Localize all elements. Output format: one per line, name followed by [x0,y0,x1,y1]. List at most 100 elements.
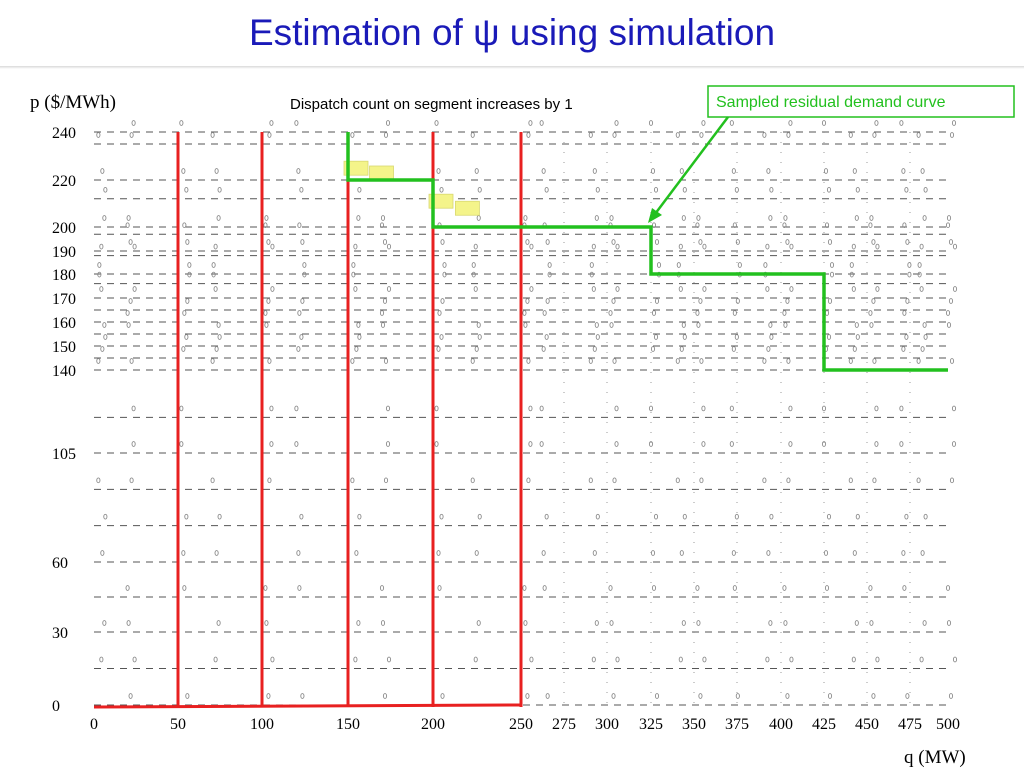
count-marker [783,620,788,626]
count-marker [732,310,737,316]
count-marker [300,298,305,304]
count-marker [440,298,445,304]
callout-box [707,85,1015,118]
y-tick-label: 240 [52,125,76,142]
x-tick-label: 275 [552,716,576,733]
count-marker [949,132,955,138]
count-marker [789,656,794,663]
count-marker [594,620,599,626]
count-marker [678,243,683,250]
x-tick-label: 325 [639,716,663,733]
count-marker [379,222,385,229]
count-marker [952,656,958,663]
count-marker [869,322,874,328]
x-tick-label: 0 [90,716,98,733]
count-marker [474,346,479,352]
count-marker [735,298,740,304]
count-marker [904,334,909,340]
count-marker [434,405,439,412]
count-marker [473,243,478,250]
count-marker [848,358,853,364]
count-marker [214,550,219,556]
slide-title: Estimation of ψ using simulation [248,12,776,53]
count-marker [217,186,222,193]
x-tick-labels: 0 50 100 150 200 250 275 300 325 350 375 400 425 450 4… [90,716,960,733]
count-marker [916,477,921,484]
count-marker [356,620,361,626]
count-marker [654,298,660,304]
count-marker [473,286,478,292]
count-marker [351,262,356,268]
count-marker [100,346,105,352]
count-marker [434,441,439,447]
count-marker [214,346,219,352]
count-marker [848,477,853,484]
count-marker [129,132,134,138]
count-marker [648,441,654,447]
count-marker [696,620,701,626]
y-tick-labels: 0 30 60 105 140 150 160 170 180 190 200 220 240 [52,125,76,715]
count-marker [768,322,773,328]
count-marker [829,271,835,278]
count-marker [383,358,389,364]
count-marker [100,168,105,174]
count-marker [785,693,790,699]
count-marker [904,513,909,520]
highlight-boxes [343,160,480,216]
count-marker [103,334,108,340]
count-marker [294,405,299,412]
count-marker [351,271,356,278]
count-marker [270,286,275,292]
count-marker [824,222,830,229]
count-marker [267,132,272,138]
title-divider [0,66,1024,69]
count-marker [264,215,269,221]
count-marker [899,120,904,126]
count-marker [264,620,269,626]
count-marker [786,477,791,484]
count-marker [923,334,928,340]
count-marker [594,215,599,221]
count-marker [296,346,301,352]
count-marker [654,693,660,699]
count-marker [869,215,874,221]
count-marker [589,271,594,278]
count-marker [614,120,619,126]
count-marker [128,693,133,699]
count-marker [769,334,774,340]
count-marker [681,215,686,221]
count-marker [919,286,924,292]
count-marker [588,132,593,138]
count-marker [734,513,739,520]
count-marker [528,405,533,412]
count-marker [608,585,613,591]
highlight-box [428,193,454,209]
count-marker [681,620,686,626]
y-tick-label: 160 [52,315,76,332]
count-marker [182,222,187,229]
count-marker [526,132,531,138]
count-marker [789,286,794,292]
count-marker [868,222,873,229]
count-marker [851,243,856,250]
count-marker [609,322,614,328]
count-marker [762,477,767,484]
count-marker [477,513,482,520]
count-marker [179,405,184,412]
y-tick-label: 60 [52,555,68,572]
count-marker [125,310,130,316]
count-marker [701,120,706,126]
count-marker [544,334,549,340]
count-marker [827,693,833,699]
count-marker [522,585,527,591]
count-marker [474,168,479,174]
count-marker [213,656,218,663]
count-marker [768,215,773,221]
count-marker [442,262,447,268]
count-marker [729,120,734,126]
count-marker [922,322,927,328]
count-marker [263,222,268,229]
count-marker [179,441,184,447]
count-marker [945,222,951,229]
count-marker [871,693,876,699]
